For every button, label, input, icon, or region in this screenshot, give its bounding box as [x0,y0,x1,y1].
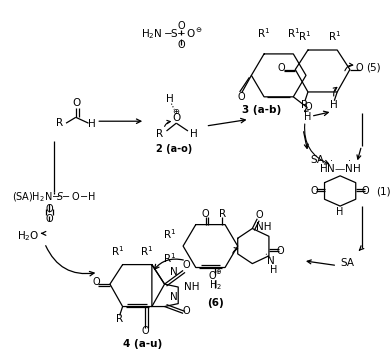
Text: O: O [177,21,185,31]
Text: H: H [165,94,173,104]
Text: H: H [87,119,95,129]
Text: N: N [171,292,178,302]
Text: SA: SA [340,258,354,268]
Text: R$^1$: R$^1$ [163,251,176,265]
FancyArrowPatch shape [305,108,309,112]
Text: H$_2$O: H$_2$O [17,229,39,243]
FancyArrowPatch shape [154,259,183,269]
Text: O: O [238,92,245,102]
Text: 4 (a-u): 4 (a-u) [123,339,162,349]
Text: N: N [171,267,178,278]
Text: O: O [45,214,53,224]
Text: O: O [255,210,263,220]
Text: O: O [177,40,185,50]
Text: R: R [156,129,163,139]
FancyArrowPatch shape [46,246,94,276]
Text: H: H [304,112,312,122]
FancyArrowPatch shape [305,124,328,164]
Text: R: R [301,99,309,110]
Text: SA: SA [311,155,325,165]
Text: O: O [141,326,149,336]
Text: R$^1$: R$^1$ [111,244,124,258]
Text: O: O [356,63,363,73]
Text: R$^1$: R$^1$ [298,29,312,43]
Text: O$^{\oplus}$: O$^{\oplus}$ [208,269,223,282]
Text: O: O [277,246,285,256]
Text: O: O [73,98,81,108]
Text: H: H [330,99,338,110]
Text: 3 (a-b): 3 (a-b) [243,104,282,114]
Text: O: O [304,102,312,112]
FancyArrowPatch shape [345,63,353,71]
Text: O: O [45,204,53,214]
FancyArrowPatch shape [233,247,238,253]
Text: 2 (a-o): 2 (a-o) [156,143,192,154]
Text: H: H [190,129,198,139]
Text: O: O [93,277,100,287]
Text: (6): (6) [207,298,224,308]
Text: O: O [362,187,369,196]
Text: R$^1$: R$^1$ [258,27,271,40]
Text: H$_2$: H$_2$ [209,278,222,292]
Text: O: O [202,209,209,219]
Text: NH: NH [256,222,272,232]
Text: (5): (5) [367,63,381,73]
Text: H: H [270,266,278,275]
Text: O: O [182,259,190,270]
Text: (SA)H$_2$N$-\!\!S\!\!-$O$-$H: (SA)H$_2$N$-\!\!S\!\!-$O$-$H [13,190,96,204]
Text: R$^1$: R$^1$ [287,27,300,40]
Text: O: O [182,307,190,316]
Text: R: R [116,314,123,324]
FancyArrowPatch shape [333,87,337,96]
Text: O: O [172,113,180,123]
Text: O: O [311,187,319,196]
Text: R$^1$: R$^1$ [140,244,154,258]
Text: NH: NH [184,282,200,292]
Text: (1): (1) [376,187,391,196]
Text: R: R [219,209,226,219]
Text: $\oplus$: $\oplus$ [172,107,180,116]
Text: R$^1$: R$^1$ [163,228,176,241]
Text: O: O [278,63,285,73]
Text: R: R [56,118,63,128]
FancyArrowPatch shape [165,120,170,126]
Text: H: H [336,207,344,217]
Text: $\rm H_2N-\!\!S\!\!-O^{\ominus}$: $\rm H_2N-\!\!S\!\!-O^{\ominus}$ [141,26,202,41]
Text: R$^1$: R$^1$ [328,29,341,43]
Text: N: N [267,256,275,266]
Text: H$\rm \dot{N}$—$\rm \dot{N}$H: H$\rm \dot{N}$—$\rm \dot{N}$H [319,159,361,175]
